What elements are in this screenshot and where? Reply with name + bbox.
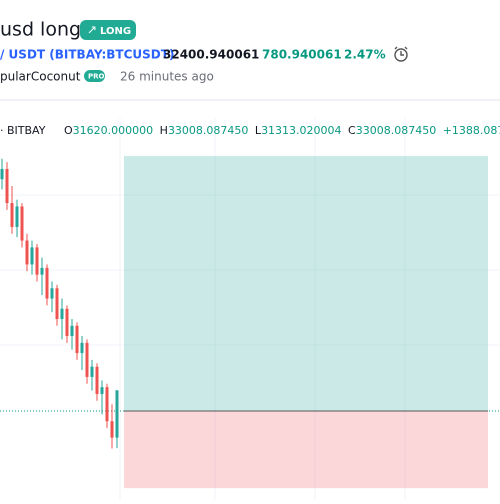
candle-body bbox=[40, 267, 44, 275]
low-value: 31313.020004 bbox=[261, 124, 341, 137]
candle-body bbox=[100, 387, 104, 394]
stop-zone bbox=[124, 411, 488, 489]
long-badge bbox=[80, 20, 136, 40]
arrow-icon: ↗ bbox=[87, 23, 97, 37]
open-value: 31620.000000 bbox=[73, 124, 153, 137]
candle-body bbox=[20, 206, 24, 241]
author-link[interactable]: pularCoconut bbox=[0, 70, 81, 84]
candle-body bbox=[105, 387, 109, 422]
bar-change: +1388.087450 bbox=[443, 124, 500, 137]
idea-title: usd long bbox=[0, 19, 81, 41]
candle-body bbox=[80, 342, 84, 354]
candle-body bbox=[60, 308, 64, 319]
pro-badge bbox=[84, 70, 105, 82]
candle-body bbox=[75, 325, 79, 354]
ohlc-legend: · BITBAY O31620.000000 H33008.087450 L31… bbox=[0, 124, 500, 137]
open-label: O bbox=[64, 124, 73, 137]
candle-body bbox=[65, 308, 69, 337]
high-label: H bbox=[160, 124, 168, 137]
candle-body bbox=[5, 168, 9, 204]
close-value: 33008.087450 bbox=[356, 124, 436, 137]
candle-body bbox=[45, 267, 49, 299]
candle-body bbox=[50, 288, 54, 299]
candle-body bbox=[10, 203, 14, 227]
candle-body bbox=[70, 325, 74, 337]
candle-body bbox=[25, 240, 29, 265]
candle-body bbox=[85, 342, 89, 377]
candle-body bbox=[35, 247, 39, 275]
candle-body bbox=[90, 366, 94, 377]
price: 32400.940061 bbox=[163, 48, 259, 62]
target-zone bbox=[124, 155, 488, 412]
candle-body bbox=[95, 366, 99, 394]
badge-label: LONG bbox=[100, 26, 131, 37]
change-pct: 2.47% bbox=[344, 48, 386, 62]
low-label: L bbox=[255, 124, 262, 137]
high-value: 33008.087450 bbox=[168, 124, 248, 137]
close-label: C bbox=[348, 124, 356, 137]
change: 780.940061 bbox=[262, 48, 342, 62]
candle-body bbox=[110, 421, 114, 438]
candle-body bbox=[115, 390, 119, 438]
candle-body bbox=[30, 247, 34, 265]
exchange: · BITBAY bbox=[0, 124, 46, 137]
published-time: 26 minutes ago bbox=[120, 70, 214, 84]
candle-body bbox=[55, 288, 59, 319]
symbol-link[interactable]: / USDT (BITBAY:BTCUSDT) bbox=[0, 48, 174, 62]
alert-icon[interactable] bbox=[394, 46, 408, 62]
candle-body bbox=[15, 206, 19, 227]
pro-label: PRO bbox=[88, 73, 105, 81]
candle-body bbox=[0, 168, 4, 180]
